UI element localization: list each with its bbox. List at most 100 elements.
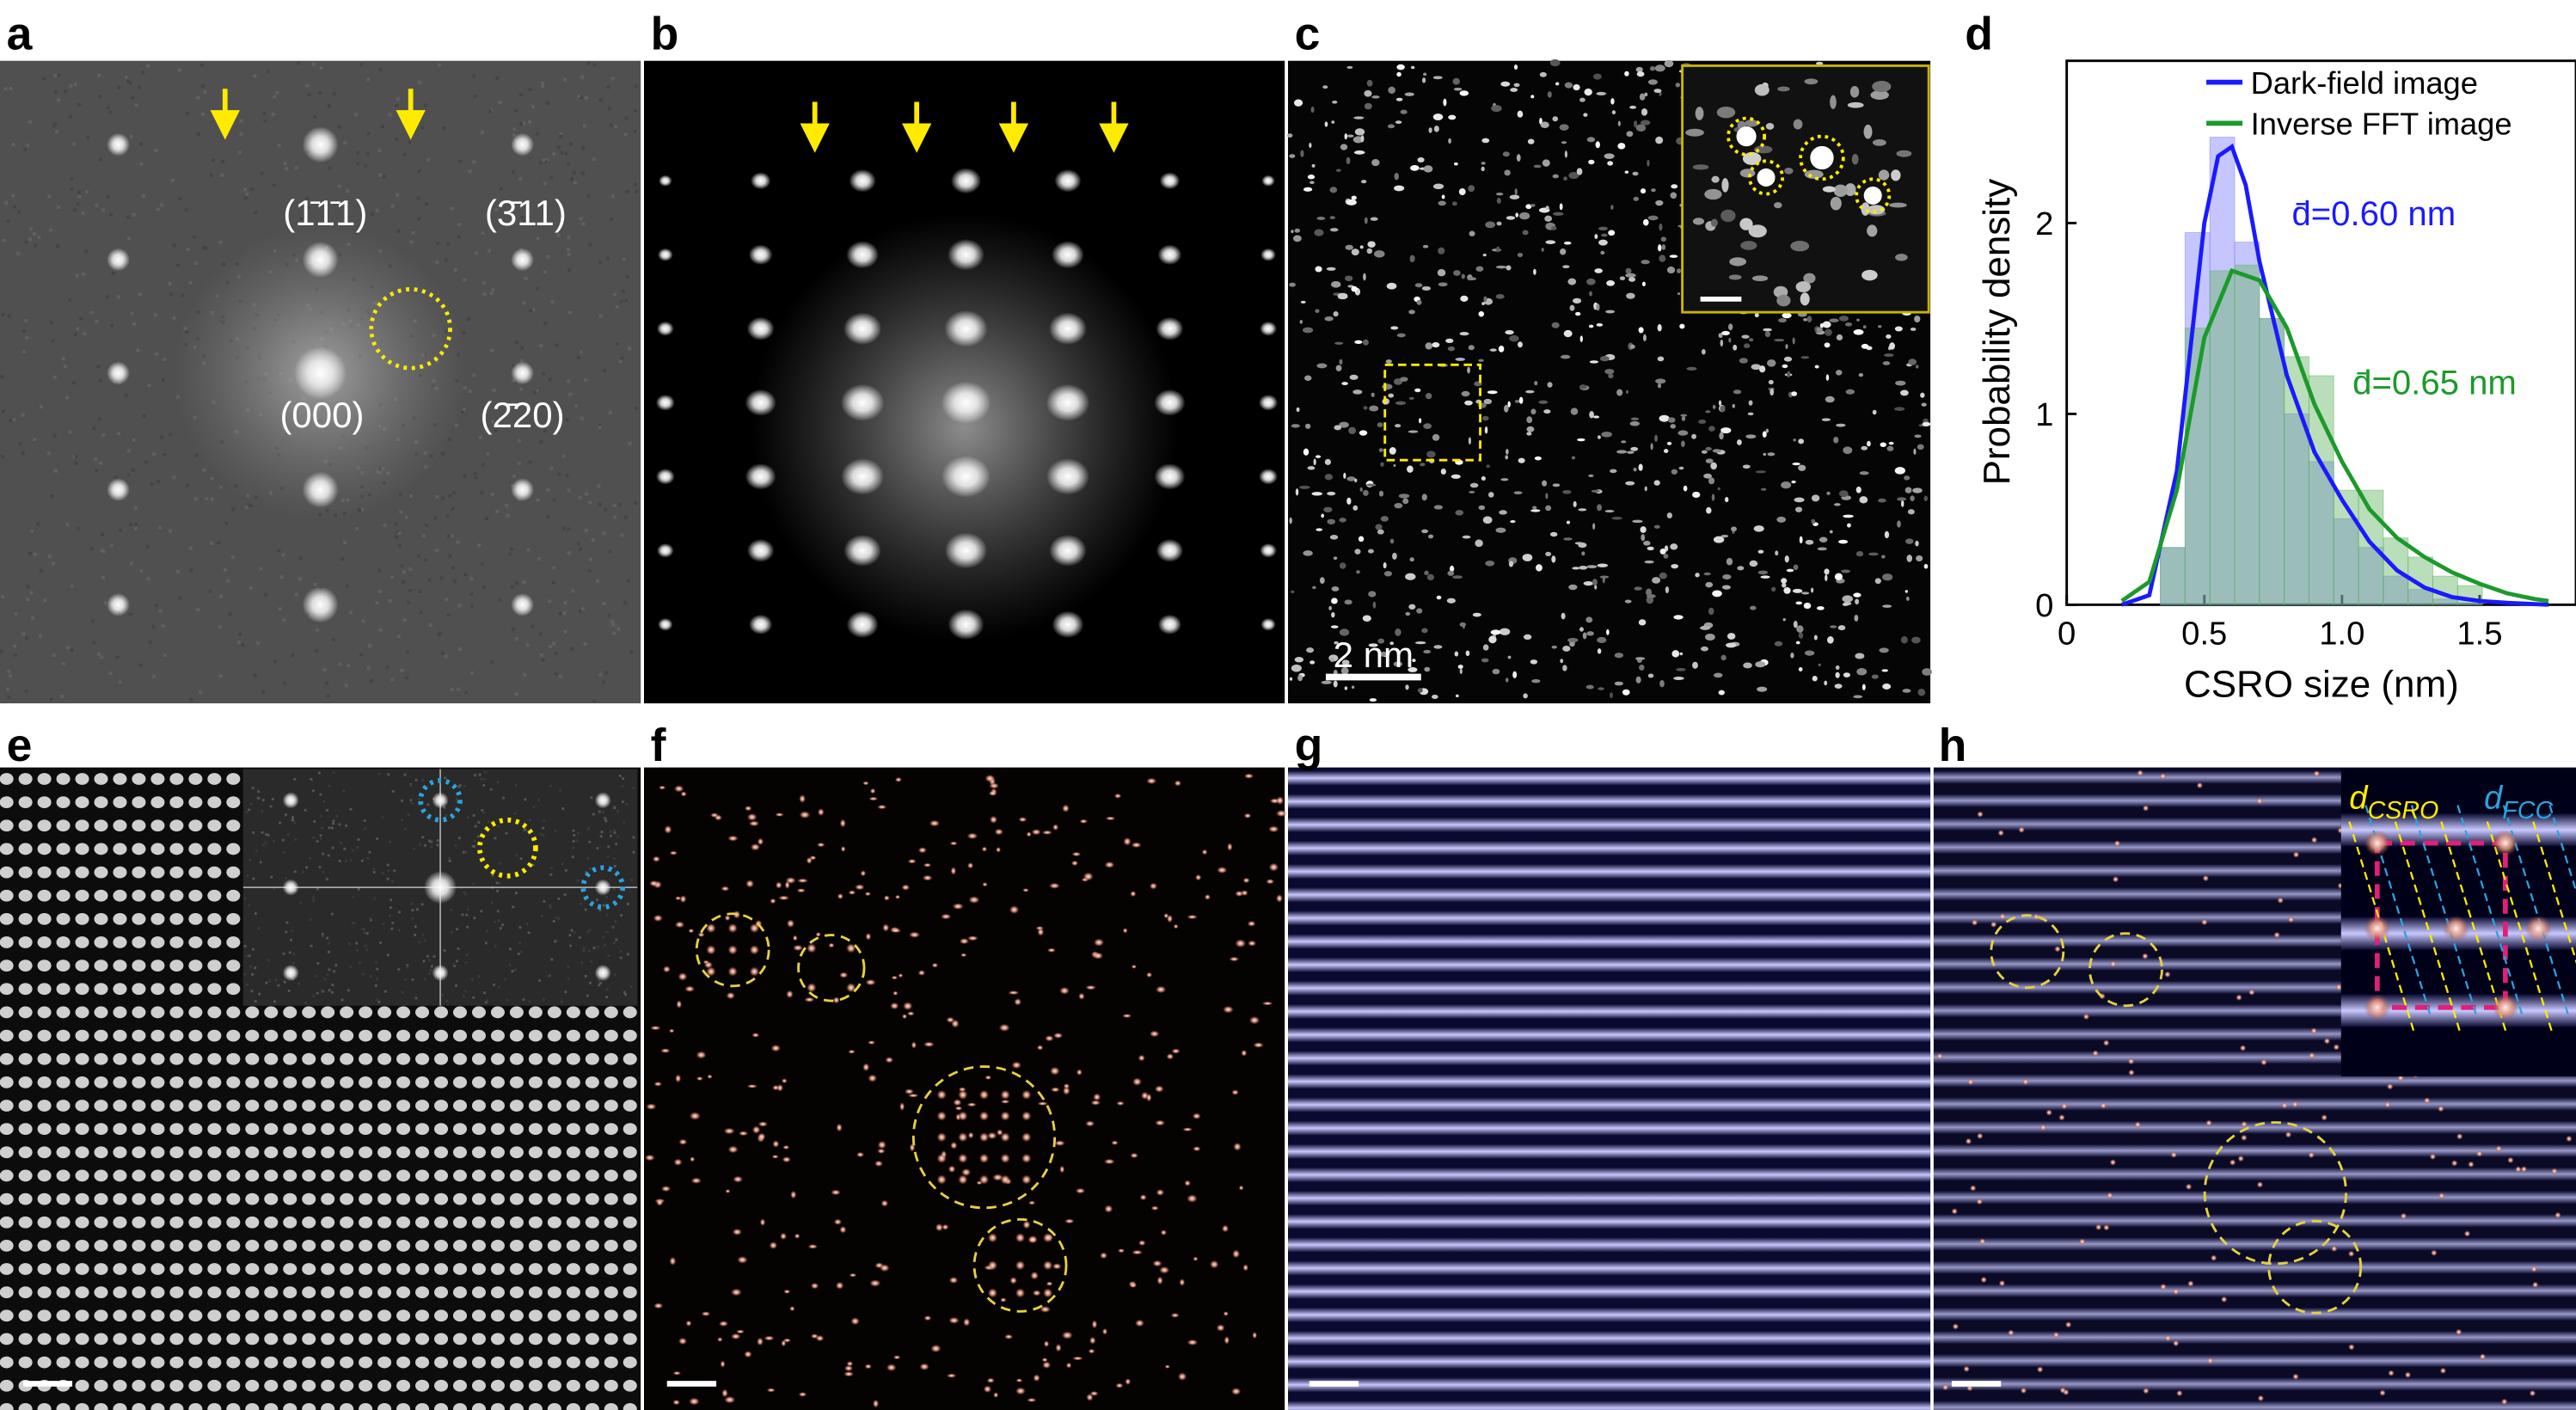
diffraction-spot [1260, 617, 1276, 631]
blob [1847, 101, 1864, 108]
blob [1563, 176, 1567, 181]
noise [285, 930, 288, 934]
atom [169, 1239, 184, 1252]
fft-spot [594, 879, 611, 896]
atom [1204, 894, 1211, 900]
blob [1836, 370, 1843, 376]
atom [452, 1006, 468, 1019]
noise [271, 798, 274, 801]
noise [376, 837, 379, 840]
noise [344, 860, 347, 863]
atom [528, 1356, 543, 1369]
atom [188, 912, 203, 925]
noise [425, 202, 428, 206]
noise [563, 892, 567, 896]
noise [158, 609, 163, 613]
noise [7, 669, 11, 673]
blob [1578, 543, 1587, 549]
atom [18, 1263, 33, 1275]
noise [389, 898, 393, 902]
noise [273, 659, 277, 664]
noise [57, 73, 61, 77]
atom [132, 1076, 146, 1088]
atom [566, 1402, 580, 1410]
atom [150, 843, 165, 855]
atom [245, 1076, 260, 1088]
atom [1070, 860, 1079, 867]
blob [1339, 518, 1346, 523]
atom [1235, 939, 1247, 948]
atom [751, 1033, 760, 1038]
atom [806, 856, 813, 864]
atom [226, 1402, 241, 1410]
noise [515, 340, 518, 345]
diffraction-spot [658, 617, 673, 631]
noise [549, 175, 554, 180]
noise [145, 544, 150, 549]
noise [178, 197, 182, 201]
noise [12, 418, 16, 421]
noise [53, 73, 58, 77]
atom [604, 1076, 618, 1088]
atom [1134, 1319, 1144, 1327]
blob [1562, 489, 1572, 494]
blob [1562, 265, 1570, 269]
diffraction-spot [1048, 312, 1088, 346]
atom [2159, 773, 2167, 780]
noise [522, 998, 525, 1002]
noise [319, 837, 322, 841]
blob [1625, 481, 1635, 486]
blob [1560, 248, 1567, 255]
noise [627, 953, 629, 956]
atom [1015, 1260, 1026, 1271]
noise [92, 641, 96, 645]
noise [619, 956, 623, 959]
atom [490, 1100, 505, 1112]
atom [75, 1100, 89, 1112]
atom [746, 1084, 758, 1088]
noise [14, 653, 18, 657]
atom [781, 1340, 787, 1347]
blob [1346, 497, 1352, 505]
noise [142, 194, 145, 198]
noise [518, 941, 522, 945]
noise [444, 258, 448, 262]
noise [106, 195, 110, 199]
noise [568, 310, 572, 315]
atom [226, 959, 241, 972]
noise [417, 797, 420, 800]
noise [608, 107, 611, 111]
atom [2103, 1223, 2110, 1231]
noise [325, 681, 328, 685]
atom [18, 912, 33, 925]
stripe [1288, 957, 1931, 972]
noise [451, 534, 454, 538]
atom [623, 1192, 637, 1205]
noise [529, 818, 532, 822]
noise [97, 652, 101, 656]
noise [246, 983, 248, 986]
atom [56, 1263, 71, 1275]
noise [485, 941, 488, 945]
atom [2033, 913, 2039, 921]
atom [75, 773, 89, 785]
atom [1129, 1282, 1138, 1289]
diffraction-spot [302, 586, 339, 623]
stripe [1288, 1027, 1931, 1043]
atom [169, 889, 184, 902]
noise [386, 877, 389, 880]
atom [18, 1006, 33, 1019]
blob [1563, 241, 1572, 245]
noise [338, 662, 342, 666]
blob [1747, 412, 1754, 416]
noise [99, 461, 103, 465]
blob [1416, 299, 1422, 305]
atom [150, 889, 165, 902]
atom [907, 1093, 919, 1098]
atom [0, 912, 14, 925]
noise [471, 844, 475, 848]
noise [89, 546, 94, 550]
blob [1287, 133, 1293, 138]
atom [604, 1402, 618, 1410]
noise [139, 142, 144, 146]
